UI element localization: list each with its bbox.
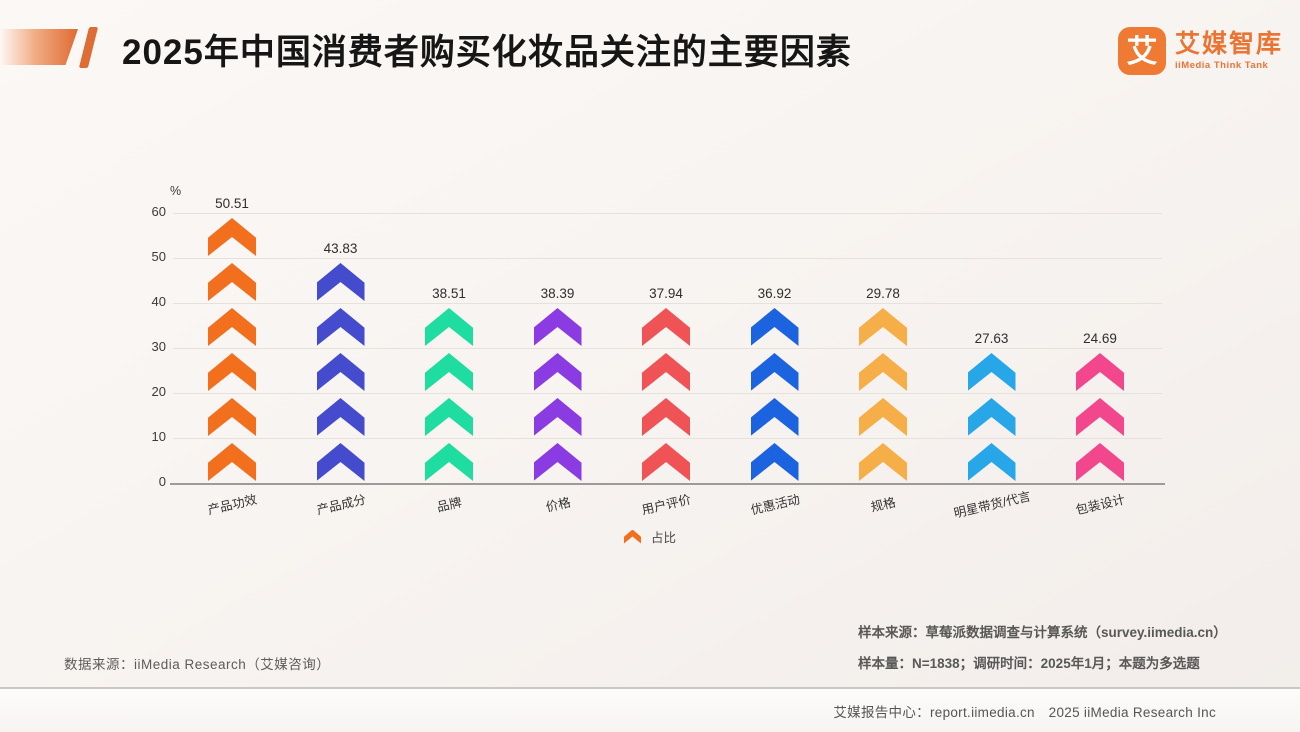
logo-text: 艾媒智库 iiMedia Think Tank: [1175, 29, 1284, 72]
chart-legend: 占比: [623, 527, 677, 546]
chevron-segment: [1076, 353, 1124, 391]
bar-规格: [859, 308, 907, 481]
sample-notes: 样本来源：草莓派数据调查与计算系统（survey.iimedia.cn） 样本量…: [858, 617, 1227, 679]
y-tick-label-20: 20: [151, 384, 166, 399]
chevron-segment: [208, 308, 256, 346]
bar-产品成分: [316, 263, 365, 481]
gridline-0: [170, 483, 1165, 485]
value-label: 50.51: [215, 196, 249, 211]
chevron-segment: [967, 353, 1016, 391]
legend-chevron-marker-icon: [623, 529, 641, 544]
chevron-segment: [967, 443, 1016, 481]
logo-brand-subtitle: iiMedia Think Tank: [1175, 60, 1269, 72]
chevron-segment: [316, 263, 365, 301]
value-label: 43.83: [323, 241, 358, 256]
iimedia-logo-icon: 艾: [1118, 27, 1166, 75]
chevron-segment: [425, 308, 473, 346]
value-label: 38.39: [540, 286, 575, 301]
chevron-segment: [533, 308, 582, 346]
chevron-segment: [967, 398, 1016, 436]
value-label: 27.63: [974, 331, 1009, 346]
chevron-segment: [1076, 398, 1124, 436]
chevron-segment: [642, 398, 690, 436]
chevron-segment: [208, 353, 256, 391]
chevron-segment: [425, 398, 473, 436]
sample-source-note: 样本来源：草莓派数据调查与计算系统（survey.iimedia.cn）: [858, 625, 1227, 640]
sample-info-note: 样本量：N=1838；调研时间：2025年1月；本题为多选题: [858, 656, 1200, 671]
y-tick-label-50: 50: [151, 249, 166, 264]
chevron-segment: [208, 218, 256, 256]
header-accent-bar: [0, 29, 78, 65]
bar-用户评价: [642, 308, 690, 481]
bar-价格: [533, 308, 582, 481]
bar-明星带货/代言: [967, 353, 1016, 481]
chevron-segment: [316, 398, 365, 436]
gridline-40: [173, 303, 1162, 304]
chevron-segment: [750, 353, 799, 391]
y-tick-label-30: 30: [151, 339, 166, 354]
chevron-segment: [750, 443, 799, 481]
bar-品牌: [425, 308, 473, 481]
chevron-segment: [533, 353, 582, 391]
y-tick-label-0: 0: [158, 474, 166, 489]
chevron-segment: [642, 308, 690, 346]
y-axis-unit-label: %: [170, 184, 182, 198]
chevron-segment: [425, 443, 473, 481]
bar-优惠活动: [750, 308, 799, 481]
chevron-segment: [642, 353, 690, 391]
chevron-segment: [533, 443, 582, 481]
y-tick-label-60: 60: [151, 204, 166, 219]
gridline-50: [173, 258, 1162, 259]
header-accent-slash: [78, 27, 99, 68]
chevron-segment: [533, 398, 582, 436]
chevron-segment: [859, 308, 907, 346]
chevron-segment: [642, 443, 690, 481]
gridline-20: [173, 393, 1162, 394]
chevron-segment: [1076, 443, 1124, 481]
data-source-note: 数据来源：iiMedia Research（艾媒咨询）: [64, 657, 331, 672]
chevron-segment: [425, 353, 473, 391]
value-label: 38.51: [432, 286, 466, 301]
chevron-segment: [208, 443, 256, 481]
logo-glyph: 艾: [1126, 33, 1158, 69]
value-label: 29.78: [866, 286, 900, 301]
chevron-segment: [316, 443, 365, 481]
legend-label: 占比: [650, 531, 677, 545]
y-tick-label-40: 40: [151, 294, 166, 309]
chevron-segment: [859, 443, 907, 481]
chevron-segment: [859, 353, 907, 391]
chevron-segment: [750, 398, 799, 436]
chevron-segment: [208, 398, 256, 436]
gridline-10: [173, 438, 1162, 439]
gridline-60: [173, 213, 1162, 214]
footer-report-center-text: 艾媒报告中心：report.iimedia.cn 2025 iiMedia Re…: [833, 705, 1216, 720]
y-tick-label-10: 10: [151, 429, 166, 444]
logo-brand-name: 艾媒智库: [1175, 29, 1284, 58]
chevron-segment: [316, 308, 365, 346]
gridline-30: [173, 348, 1162, 349]
bar-包装设计: [1076, 353, 1124, 481]
chevron-segment: [859, 398, 907, 436]
chevron-segment: [208, 263, 256, 301]
chevron-segment: [316, 353, 365, 391]
brand-logo: 艾 艾媒智库 iiMedia Think Tank: [1118, 27, 1283, 75]
footer: 艾媒报告中心：report.iimedia.cn 2025 iiMedia Re…: [0, 687, 1300, 732]
value-label: 37.94: [649, 286, 683, 301]
value-label: 36.92: [757, 286, 792, 301]
page-title: 2025年中国消费者购买化妆品关注的主要因素: [122, 33, 852, 72]
chevron-segment: [750, 308, 799, 346]
value-label: 24.69: [1083, 331, 1117, 346]
bar-产品功效: [208, 218, 256, 481]
